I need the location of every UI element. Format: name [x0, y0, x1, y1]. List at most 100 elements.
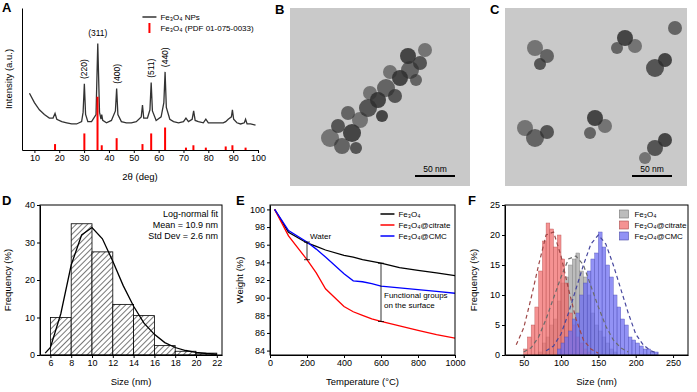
histogram-bar [134, 316, 155, 355]
tick-label: 40 [104, 153, 114, 163]
histogram-bar [580, 271, 584, 355]
micrograph-background [290, 8, 470, 186]
bar [205, 148, 207, 150]
histogram-bar [113, 304, 134, 355]
peak-label: (311) [88, 28, 107, 38]
tick-label: 18 [171, 358, 181, 368]
legend-swatch [148, 23, 150, 33]
peak-label: (220) [79, 59, 89, 79]
bar [185, 148, 187, 150]
tick-label: 1000 [445, 358, 465, 368]
bracket-cap [378, 321, 384, 322]
legend-label: Fe₃O₄ [634, 210, 656, 219]
particle [341, 106, 355, 120]
x-axis: 6810121416182022 [41, 355, 223, 368]
tick-label: 10 [30, 153, 40, 163]
tick: 70 [179, 150, 189, 163]
histogram-bar [535, 307, 539, 355]
histogram-bar [557, 235, 561, 355]
panel: 50 nmB [275, 2, 470, 186]
tick: 84 [255, 346, 270, 356]
histogram-bar [557, 349, 561, 355]
bar [231, 145, 233, 150]
tick: 15 [490, 260, 505, 270]
legend-swatch [142, 16, 156, 18]
tick-label: 40 [25, 200, 35, 210]
tick: 100 [251, 150, 266, 163]
tick-label: 90 [229, 153, 239, 163]
plot-area [516, 223, 658, 355]
tick: 250 [666, 355, 681, 368]
tick-label: 96 [255, 240, 265, 250]
x-axis: 02004006008001000 [268, 355, 466, 368]
legend-swatch [619, 210, 628, 218]
histogram-bar [527, 337, 531, 355]
bracket-cap [304, 259, 310, 260]
tick-label: 20 [55, 153, 65, 163]
histogram-bar [565, 337, 569, 355]
legend-swatch [380, 213, 394, 215]
tick: 50 [519, 355, 529, 368]
tick: 20 [490, 230, 505, 240]
histogram-bar [542, 241, 546, 355]
panel: 501001502002500510152025Size (nm)Frequen… [468, 193, 689, 387]
particle [383, 65, 397, 79]
tick-label: 25 [490, 200, 500, 210]
tick: 8 [69, 355, 74, 368]
tick: 10 [87, 355, 97, 368]
tick-label: 250 [666, 358, 681, 368]
line [29, 44, 255, 126]
tick: 1000 [445, 355, 465, 368]
bar [141, 144, 143, 150]
tick: 20 [55, 150, 65, 163]
micrograph-background [505, 8, 687, 186]
bar [97, 97, 99, 150]
x-axis-title: Size (nm) [576, 376, 617, 387]
bar [83, 133, 85, 150]
tick: 12 [108, 355, 118, 368]
micrograph [505, 8, 687, 186]
tick-mark [37, 355, 40, 356]
particle [363, 86, 377, 100]
x-axis-title: Temperature (°C) [326, 376, 399, 387]
tick-label: 16 [150, 358, 160, 368]
figure: 1020304050607080901002θ (deg)Intensity (… [0, 0, 697, 392]
tick: 92 [255, 275, 270, 285]
tick: 30 [80, 150, 90, 163]
axis-line [506, 355, 689, 356]
particle [584, 127, 596, 139]
axis-line [270, 206, 271, 356]
histogram-bar [565, 283, 569, 355]
annotation-line: Water [310, 232, 331, 241]
tick-label: 88 [255, 311, 265, 321]
tick-label: 90 [255, 293, 265, 303]
y-axis: 0510152025 [490, 200, 506, 360]
histogram-bar [617, 307, 621, 355]
x-axis-title: 2θ (deg) [122, 171, 157, 182]
y-axis-title: Frequency (%) [2, 249, 13, 311]
histogram-bar [554, 247, 558, 355]
tick: 10 [25, 313, 40, 323]
bar [116, 138, 118, 150]
plot-area [275, 209, 455, 338]
particle [331, 119, 345, 133]
fit-line [516, 232, 598, 353]
tick-label: 20 [191, 358, 201, 368]
tick-label: 100 [250, 205, 265, 215]
bracket-cap [378, 263, 384, 264]
histogram-bar [546, 223, 550, 355]
annotation-line: on the surface [384, 301, 435, 310]
panel: 1020304050607080901002θ (deg)Intensity (… [2, 0, 266, 182]
histogram-bar [610, 277, 614, 355]
particle [388, 89, 402, 103]
bar [164, 128, 166, 150]
tick: 25 [490, 200, 505, 210]
panel-label: B [275, 2, 284, 17]
tick-label: 86 [255, 328, 265, 338]
tick-label: 22 [212, 358, 222, 368]
tick: 10 [490, 290, 505, 300]
legend-swatch [380, 235, 394, 237]
plot-frame [505, 205, 688, 355]
tick: 96 [255, 240, 270, 250]
histogram-bar [550, 229, 554, 355]
